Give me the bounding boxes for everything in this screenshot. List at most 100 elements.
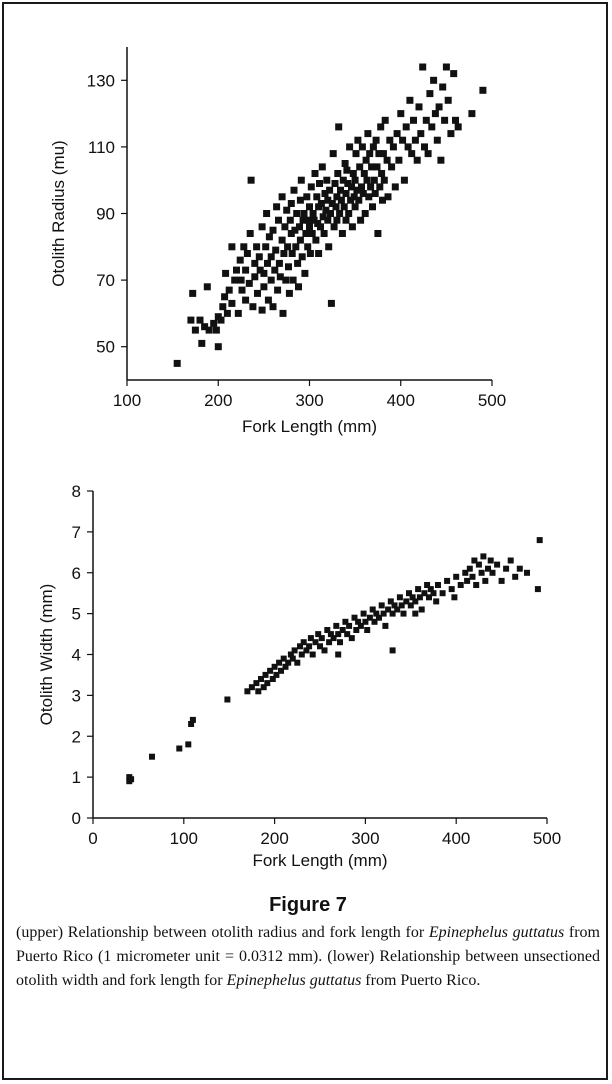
data-point: [337, 639, 343, 646]
data-point: [355, 196, 363, 204]
data-point: [300, 210, 308, 217]
data-point: [321, 190, 329, 197]
data-point: [327, 299, 335, 307]
y-tick-label: 4: [72, 646, 81, 665]
data-point: [433, 136, 441, 144]
data-point: [363, 176, 371, 184]
data-point: [388, 163, 396, 171]
data-point: [485, 565, 491, 572]
data-point: [275, 216, 282, 224]
data-point: [348, 635, 355, 642]
data-point: [380, 610, 387, 617]
data-point: [285, 263, 292, 271]
data-point: [308, 230, 316, 237]
data-point: [394, 606, 401, 613]
lower-scatter-chart: 0 100 200 300 400 500 0 1 2 3 4 5 6 7 8 Fork Length (mm…: [37, 482, 561, 870]
data-point: [317, 200, 325, 207]
data-point: [512, 573, 519, 580]
x-tick-label: 500: [478, 391, 506, 410]
data-point: [453, 573, 460, 580]
data-point: [291, 226, 299, 234]
y-tick-label: 70: [96, 271, 115, 290]
data-point: [421, 590, 428, 597]
data-point: [251, 259, 259, 267]
data-point: [409, 594, 416, 601]
data-point: [203, 283, 211, 291]
data-point: [273, 671, 280, 678]
data-point: [383, 156, 391, 164]
data-point: [412, 598, 419, 605]
data-point: [448, 586, 455, 593]
data-point: [430, 76, 438, 84]
data-point: [280, 655, 287, 662]
data-point: [382, 622, 389, 629]
data-point: [223, 309, 231, 317]
data-point: [274, 286, 282, 294]
data-point: [475, 561, 482, 568]
data-point: [451, 594, 458, 601]
data-point: [275, 259, 283, 267]
figure-caption: Figure 7 (upper) Relationship between ot…: [16, 894, 600, 993]
caption-part-1: (upper) Relationship between otolith rad…: [16, 924, 429, 941]
data-point: [372, 136, 380, 144]
y-axis-title: Otolith Width (mm): [37, 584, 56, 726]
data-point: [260, 283, 268, 291]
data-point: [289, 276, 297, 284]
data-point: [291, 647, 298, 654]
data-point: [325, 243, 333, 251]
data-point: [285, 659, 292, 666]
data-point: [351, 614, 358, 621]
data-point: [269, 676, 276, 682]
data-point: [293, 210, 301, 217]
data-point: [258, 223, 266, 231]
data-point: [173, 359, 181, 367]
data-point: [397, 110, 405, 118]
data-point: [478, 569, 485, 576]
data-point: [444, 577, 451, 584]
data-point: [286, 216, 294, 224]
data-point: [413, 156, 421, 164]
data-point: [298, 651, 305, 658]
data-point: [418, 606, 425, 613]
data-point: [430, 590, 437, 597]
data-point: [258, 676, 264, 682]
data-point: [373, 610, 380, 617]
data-point: [198, 339, 206, 347]
data-point: [333, 622, 340, 629]
data-point: [339, 176, 347, 184]
data-point: [447, 130, 455, 138]
data-point: [187, 316, 195, 324]
data-point: [379, 150, 387, 158]
data-point: [407, 602, 414, 609]
data-point: [318, 635, 325, 642]
data-point: [260, 684, 267, 691]
data-point: [369, 143, 377, 151]
data-point: [318, 163, 326, 171]
data-point: [417, 130, 425, 138]
data-point: [391, 183, 399, 191]
data-point: [387, 598, 394, 605]
upper-points-group: [173, 63, 487, 367]
data-point: [225, 286, 233, 294]
data-point: [358, 183, 365, 191]
data-point: [294, 659, 301, 666]
data-point: [374, 230, 382, 237]
data-point: [262, 671, 269, 678]
caption-species-1: Epinephelus guttatus: [428, 924, 565, 941]
data-point: [273, 203, 281, 211]
data-point: [411, 136, 419, 144]
data-point: [348, 183, 355, 191]
data-point: [338, 230, 346, 237]
data-point: [419, 63, 427, 71]
data-point: [351, 176, 359, 184]
data-point: [503, 565, 510, 572]
data-point: [289, 655, 296, 662]
data-point: [342, 190, 350, 197]
x-tick-label: 100: [113, 391, 141, 410]
y-tick-label: 0: [72, 809, 81, 828]
x-axis-title: Fork Length (mm): [252, 851, 387, 870]
y-tick-label: 3: [72, 686, 81, 705]
x-tick-label: 0: [88, 829, 97, 848]
data-point: [237, 276, 245, 284]
data-point: [364, 130, 372, 138]
